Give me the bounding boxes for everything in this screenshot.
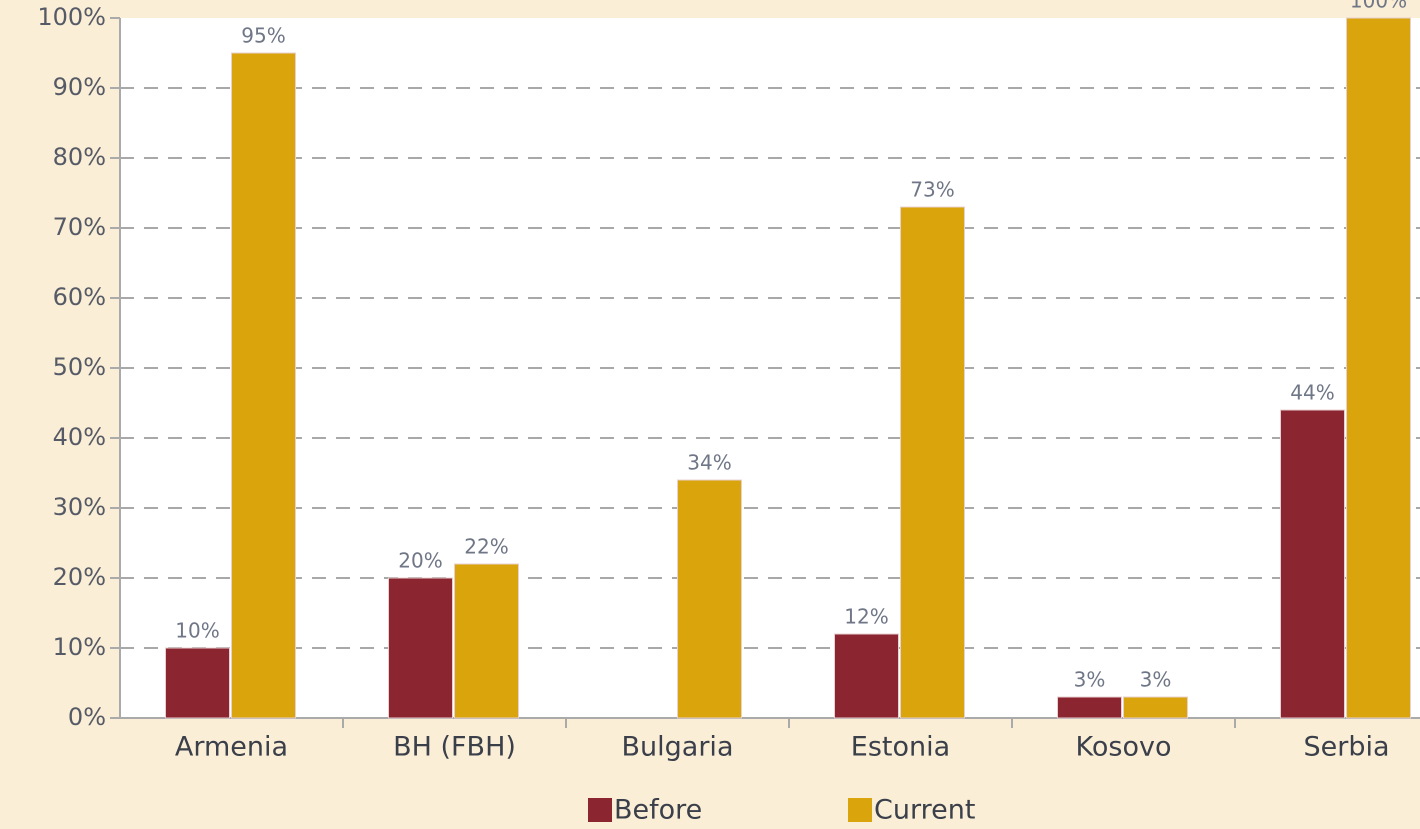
x-tick-label: Serbia xyxy=(1303,732,1389,763)
y-tick-label: 50% xyxy=(53,353,106,381)
x-tick-label: Bulgaria xyxy=(622,732,734,763)
x-tick-label: Estonia xyxy=(851,732,950,763)
y-tick-label: 40% xyxy=(53,423,106,451)
y-tick-label: 30% xyxy=(53,493,106,521)
y-tick-label: 80% xyxy=(53,143,106,171)
bar xyxy=(388,577,453,719)
legend-swatch xyxy=(588,798,612,822)
y-tick-label: 70% xyxy=(53,213,106,241)
y-tick-label: 100% xyxy=(37,3,106,31)
bar xyxy=(165,647,230,719)
bar xyxy=(900,206,965,719)
value-label: 95% xyxy=(241,24,285,48)
value-label: 34% xyxy=(687,451,731,475)
x-tick-label: BH (FBH) xyxy=(393,732,516,763)
bar xyxy=(1346,17,1411,719)
value-label: 12% xyxy=(844,605,888,629)
bar xyxy=(677,479,742,719)
bar xyxy=(834,633,899,719)
value-label: 22% xyxy=(464,535,508,559)
x-tick-label: Kosovo xyxy=(1076,732,1172,763)
x-tick-label: Armenia xyxy=(175,732,288,763)
legend-label: Before xyxy=(614,795,702,826)
bar xyxy=(231,52,296,719)
value-label: 44% xyxy=(1290,381,1334,405)
value-label: 20% xyxy=(398,549,442,573)
legend-swatch xyxy=(848,798,872,822)
y-tick-label: 0% xyxy=(68,703,106,731)
value-label: 3% xyxy=(1074,668,1106,692)
value-label: 3% xyxy=(1140,668,1172,692)
legend-label: Current xyxy=(874,795,975,826)
y-tick-label: 90% xyxy=(53,73,106,101)
bar xyxy=(1057,696,1122,719)
bar xyxy=(454,563,519,719)
value-label: 73% xyxy=(910,178,954,202)
y-tick-label: 60% xyxy=(53,283,106,311)
value-label: 10% xyxy=(175,619,219,643)
y-tick-label: 10% xyxy=(53,633,106,661)
value-label: 100% xyxy=(1350,0,1407,13)
y-tick-label: 20% xyxy=(53,563,106,591)
bar xyxy=(1280,409,1345,719)
bar xyxy=(1123,696,1188,719)
